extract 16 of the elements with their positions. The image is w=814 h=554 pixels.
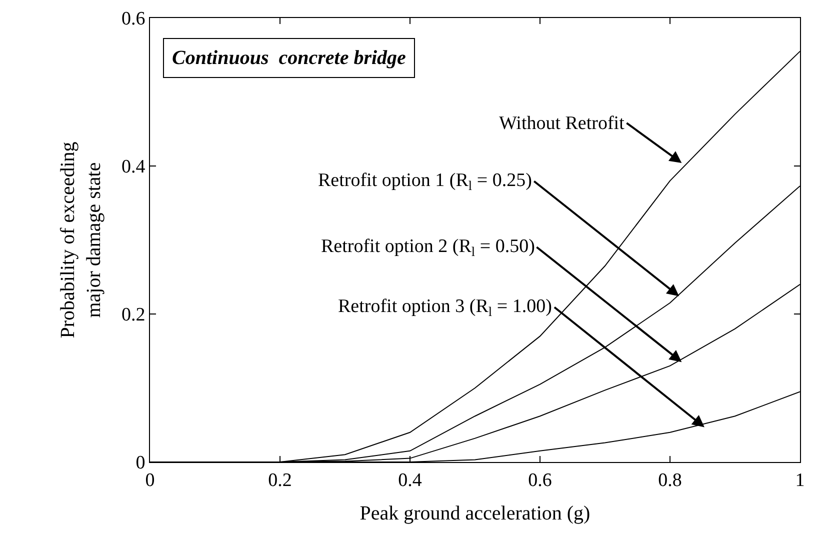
y-axis-title: Probability of exceeding major damage state bbox=[56, 142, 105, 338]
y-tick-label: 0.2 bbox=[121, 304, 146, 326]
annotation: Retrofit option 1 (R$_{l}$ = 0.25) bbox=[318, 170, 532, 193]
annotation: Retrofit option 3 (R$_{l}$ = 1.00) bbox=[338, 296, 552, 319]
y-tick-label: 0.4 bbox=[121, 156, 146, 178]
x-tick-label: 0.2 bbox=[268, 470, 292, 491]
x-axis-title: Peak ground acceleration (g) bbox=[360, 502, 590, 524]
x-tick-label: 0.4 bbox=[398, 470, 422, 491]
y-tick-label: 0.6 bbox=[121, 8, 146, 30]
x-tick-label: 1 bbox=[795, 470, 805, 491]
annotation: Retrofit option 2 (R$_{l}$ = 0.50) bbox=[321, 236, 535, 259]
y-tick-label: 0 bbox=[136, 452, 146, 474]
text: Continuous concrete bridge bbox=[172, 47, 406, 69]
x-tick-label: 0.8 bbox=[658, 470, 682, 491]
annotation: Without Retrofit bbox=[499, 113, 626, 134]
x-tick-label: 0.6 bbox=[528, 470, 552, 491]
